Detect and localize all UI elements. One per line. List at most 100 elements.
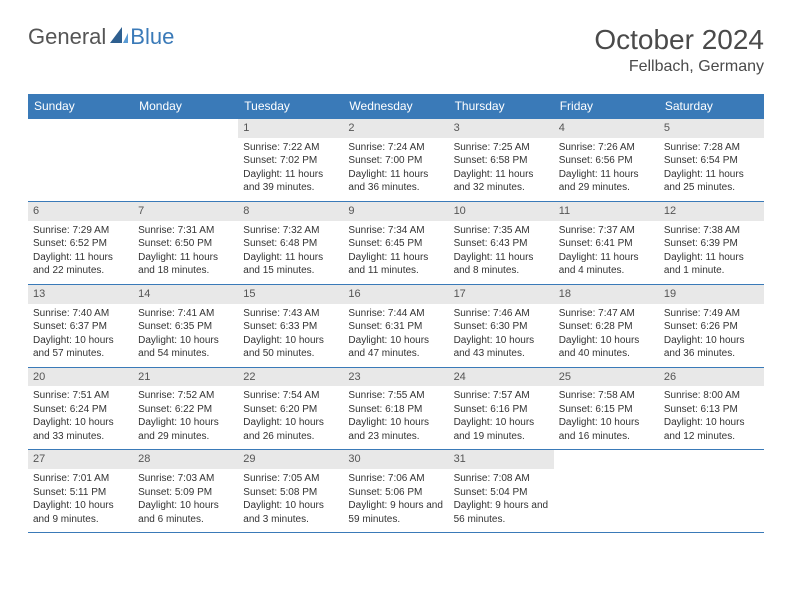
day-content: Sunrise: 7:47 AMSunset: 6:28 PMDaylight:…	[554, 304, 659, 367]
sunrise-text: Sunrise: 7:24 AM	[348, 141, 443, 155]
sunrise-text: Sunrise: 7:38 AM	[664, 224, 759, 238]
calendar-week: 27Sunrise: 7:01 AMSunset: 5:11 PMDayligh…	[28, 450, 764, 533]
calendar-day: 13Sunrise: 7:40 AMSunset: 6:37 PMDayligh…	[28, 285, 133, 367]
weekday-header: Wednesday	[343, 94, 448, 118]
calendar-day: 26Sunrise: 8:00 AMSunset: 6:13 PMDayligh…	[659, 368, 764, 450]
day-content: Sunrise: 7:05 AMSunset: 5:08 PMDaylight:…	[238, 469, 343, 532]
sunset-text: Sunset: 5:08 PM	[243, 486, 338, 500]
day-content: Sunrise: 7:52 AMSunset: 6:22 PMDaylight:…	[133, 386, 238, 449]
day-number: 15	[238, 285, 343, 304]
day-number: 20	[28, 368, 133, 387]
daylight-text: Daylight: 10 hours and 29 minutes.	[138, 416, 233, 443]
day-content: Sunrise: 7:35 AMSunset: 6:43 PMDaylight:…	[449, 221, 554, 284]
day-content: Sunrise: 7:03 AMSunset: 5:09 PMDaylight:…	[133, 469, 238, 532]
day-content: Sunrise: 7:55 AMSunset: 6:18 PMDaylight:…	[343, 386, 448, 449]
sunset-text: Sunset: 6:43 PM	[454, 237, 549, 251]
daylight-text: Daylight: 10 hours and 40 minutes.	[559, 334, 654, 361]
day-content: Sunrise: 7:51 AMSunset: 6:24 PMDaylight:…	[28, 386, 133, 449]
day-content: Sunrise: 7:43 AMSunset: 6:33 PMDaylight:…	[238, 304, 343, 367]
calendar-day: 28Sunrise: 7:03 AMSunset: 5:09 PMDayligh…	[133, 450, 238, 532]
day-content: Sunrise: 7:41 AMSunset: 6:35 PMDaylight:…	[133, 304, 238, 367]
calendar-day: 29Sunrise: 7:05 AMSunset: 5:08 PMDayligh…	[238, 450, 343, 532]
daylight-text: Daylight: 10 hours and 47 minutes.	[348, 334, 443, 361]
day-number: 9	[343, 202, 448, 221]
sunset-text: Sunset: 6:41 PM	[559, 237, 654, 251]
daylight-text: Daylight: 10 hours and 23 minutes.	[348, 416, 443, 443]
calendar-day: 25Sunrise: 7:58 AMSunset: 6:15 PMDayligh…	[554, 368, 659, 450]
day-number: 3	[449, 119, 554, 138]
sunset-text: Sunset: 6:22 PM	[138, 403, 233, 417]
day-number: 12	[659, 202, 764, 221]
sunrise-text: Sunrise: 7:32 AM	[243, 224, 338, 238]
day-number: 25	[554, 368, 659, 387]
calendar-day: 11Sunrise: 7:37 AMSunset: 6:41 PMDayligh…	[554, 202, 659, 284]
weekday-header: Monday	[133, 94, 238, 118]
day-number: 4	[554, 119, 659, 138]
sunset-text: Sunset: 6:56 PM	[559, 154, 654, 168]
daylight-text: Daylight: 11 hours and 18 minutes.	[138, 251, 233, 278]
calendar-day: 22Sunrise: 7:54 AMSunset: 6:20 PMDayligh…	[238, 368, 343, 450]
calendar-day: .	[554, 450, 659, 532]
daylight-text: Daylight: 11 hours and 15 minutes.	[243, 251, 338, 278]
calendar-day: 27Sunrise: 7:01 AMSunset: 5:11 PMDayligh…	[28, 450, 133, 532]
sunset-text: Sunset: 6:15 PM	[559, 403, 654, 417]
day-number: 17	[449, 285, 554, 304]
daylight-text: Daylight: 10 hours and 26 minutes.	[243, 416, 338, 443]
weekday-header: Thursday	[449, 94, 554, 118]
daylight-text: Daylight: 11 hours and 4 minutes.	[559, 251, 654, 278]
calendar-day: 5Sunrise: 7:28 AMSunset: 6:54 PMDaylight…	[659, 119, 764, 201]
day-number: 26	[659, 368, 764, 387]
day-content: Sunrise: 7:31 AMSunset: 6:50 PMDaylight:…	[133, 221, 238, 284]
daylight-text: Daylight: 9 hours and 56 minutes.	[454, 499, 549, 526]
sunrise-text: Sunrise: 7:57 AM	[454, 389, 549, 403]
daylight-text: Daylight: 9 hours and 59 minutes.	[348, 499, 443, 526]
sunset-text: Sunset: 6:52 PM	[33, 237, 128, 251]
day-number: 28	[133, 450, 238, 469]
sunrise-text: Sunrise: 7:49 AM	[664, 307, 759, 321]
calendar-day: 20Sunrise: 7:51 AMSunset: 6:24 PMDayligh…	[28, 368, 133, 450]
day-number: 8	[238, 202, 343, 221]
sunrise-text: Sunrise: 7:52 AM	[138, 389, 233, 403]
daylight-text: Daylight: 11 hours and 1 minute.	[664, 251, 759, 278]
sunrise-text: Sunrise: 7:31 AM	[138, 224, 233, 238]
sunset-text: Sunset: 6:20 PM	[243, 403, 338, 417]
sunset-text: Sunset: 6:54 PM	[664, 154, 759, 168]
sunset-text: Sunset: 6:26 PM	[664, 320, 759, 334]
daylight-text: Daylight: 10 hours and 36 minutes.	[664, 334, 759, 361]
day-number: 27	[28, 450, 133, 469]
weekday-header-row: SundayMondayTuesdayWednesdayThursdayFrid…	[28, 94, 764, 118]
daylight-text: Daylight: 11 hours and 11 minutes.	[348, 251, 443, 278]
day-number: 18	[554, 285, 659, 304]
day-content: Sunrise: 7:57 AMSunset: 6:16 PMDaylight:…	[449, 386, 554, 449]
day-number: 13	[28, 285, 133, 304]
daylight-text: Daylight: 11 hours and 8 minutes.	[454, 251, 549, 278]
calendar-weeks: .. 1Sunrise: 7:22 AMSunset: 7:02 PMDaylig…	[28, 118, 764, 533]
day-content: Sunrise: 7:26 AMSunset: 6:56 PMDaylight:…	[554, 138, 659, 201]
calendar-day: .	[28, 119, 133, 201]
sunrise-text: Sunrise: 7:05 AM	[243, 472, 338, 486]
sunrise-text: Sunrise: 7:29 AM	[33, 224, 128, 238]
calendar-day: 1Sunrise: 7:22 AMSunset: 7:02 PMDaylight…	[238, 119, 343, 201]
sunset-text: Sunset: 7:02 PM	[243, 154, 338, 168]
sunset-text: Sunset: 5:09 PM	[138, 486, 233, 500]
sunset-text: Sunset: 6:35 PM	[138, 320, 233, 334]
header: General Blue October 2024 Fellbach, Germ…	[28, 24, 764, 76]
calendar-day: 6Sunrise: 7:29 AMSunset: 6:52 PMDaylight…	[28, 202, 133, 284]
title-block: October 2024 Fellbach, Germany	[594, 24, 764, 76]
logo-text-2: Blue	[130, 24, 174, 50]
daylight-text: Daylight: 11 hours and 29 minutes.	[559, 168, 654, 195]
sunrise-text: Sunrise: 7:37 AM	[559, 224, 654, 238]
sunset-text: Sunset: 6:39 PM	[664, 237, 759, 251]
sunset-text: Sunset: 6:45 PM	[348, 237, 443, 251]
calendar-day: 2Sunrise: 7:24 AMSunset: 7:00 PMDaylight…	[343, 119, 448, 201]
sunset-text: Sunset: 5:04 PM	[454, 486, 549, 500]
sunrise-text: Sunrise: 7:35 AM	[454, 224, 549, 238]
sunrise-text: Sunrise: 7:22 AM	[243, 141, 338, 155]
day-number: 14	[133, 285, 238, 304]
sunset-text: Sunset: 6:30 PM	[454, 320, 549, 334]
month-title: October 2024	[594, 24, 764, 56]
sunrise-text: Sunrise: 7:44 AM	[348, 307, 443, 321]
daylight-text: Daylight: 10 hours and 57 minutes.	[33, 334, 128, 361]
day-number: 5	[659, 119, 764, 138]
calendar-day: 17Sunrise: 7:46 AMSunset: 6:30 PMDayligh…	[449, 285, 554, 367]
